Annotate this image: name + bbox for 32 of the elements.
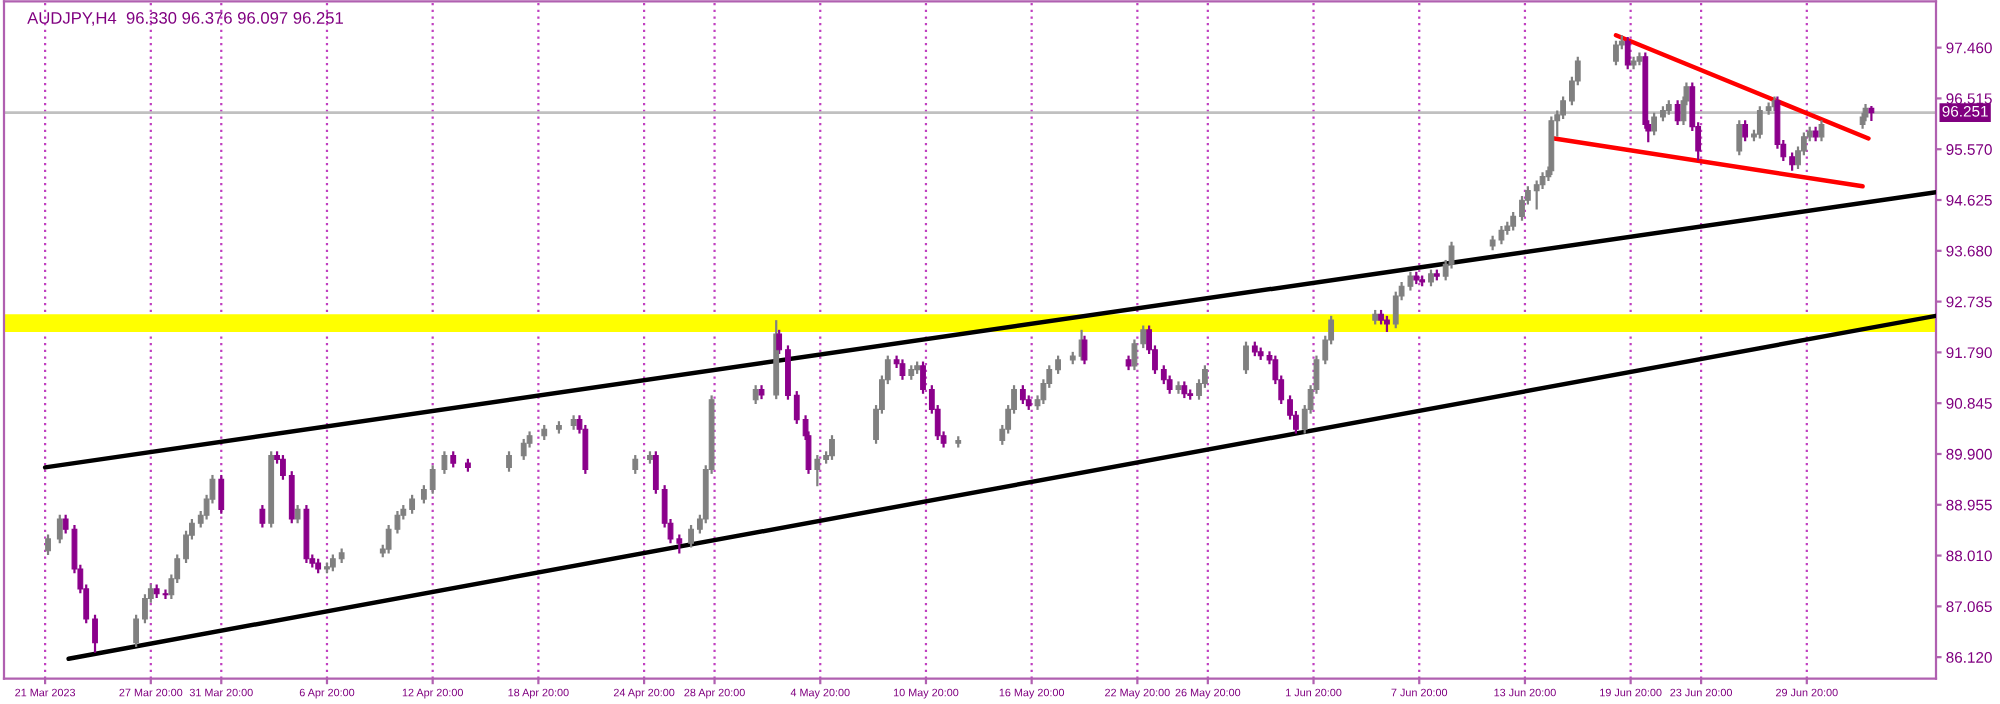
candlestick xyxy=(429,464,436,495)
candlestick xyxy=(441,450,448,475)
candlestick xyxy=(218,473,225,515)
candlestick xyxy=(1868,104,1875,122)
candlestick xyxy=(162,588,169,601)
candlestick xyxy=(1818,119,1825,143)
candlestick xyxy=(56,513,63,545)
candlestick xyxy=(752,384,759,406)
candlestick xyxy=(814,453,821,488)
candlestick xyxy=(294,503,301,525)
candlestick xyxy=(1736,119,1743,157)
candlestick xyxy=(899,358,906,381)
candlestick xyxy=(582,423,589,475)
candlestick xyxy=(1392,290,1399,330)
candlestick xyxy=(1613,39,1619,67)
candlestick xyxy=(829,434,835,461)
candlestick xyxy=(1019,384,1026,406)
candlestick xyxy=(1742,119,1749,143)
candlestick xyxy=(1651,111,1658,137)
candlestick xyxy=(1533,179,1540,211)
candlestick xyxy=(1243,340,1249,375)
candlestick xyxy=(1674,99,1681,127)
text: AUDJPY,H4 96.330 96.376 96.097 96.251 xyxy=(27,12,343,26)
candlestick xyxy=(1498,224,1505,246)
candlestick xyxy=(45,533,51,557)
candlestick xyxy=(632,453,639,475)
candlestick xyxy=(1407,270,1414,292)
candlestick xyxy=(385,523,392,555)
candlestick xyxy=(259,503,266,529)
candlestick xyxy=(1624,35,1631,71)
candlestick xyxy=(506,450,512,473)
candlestick xyxy=(520,437,527,461)
